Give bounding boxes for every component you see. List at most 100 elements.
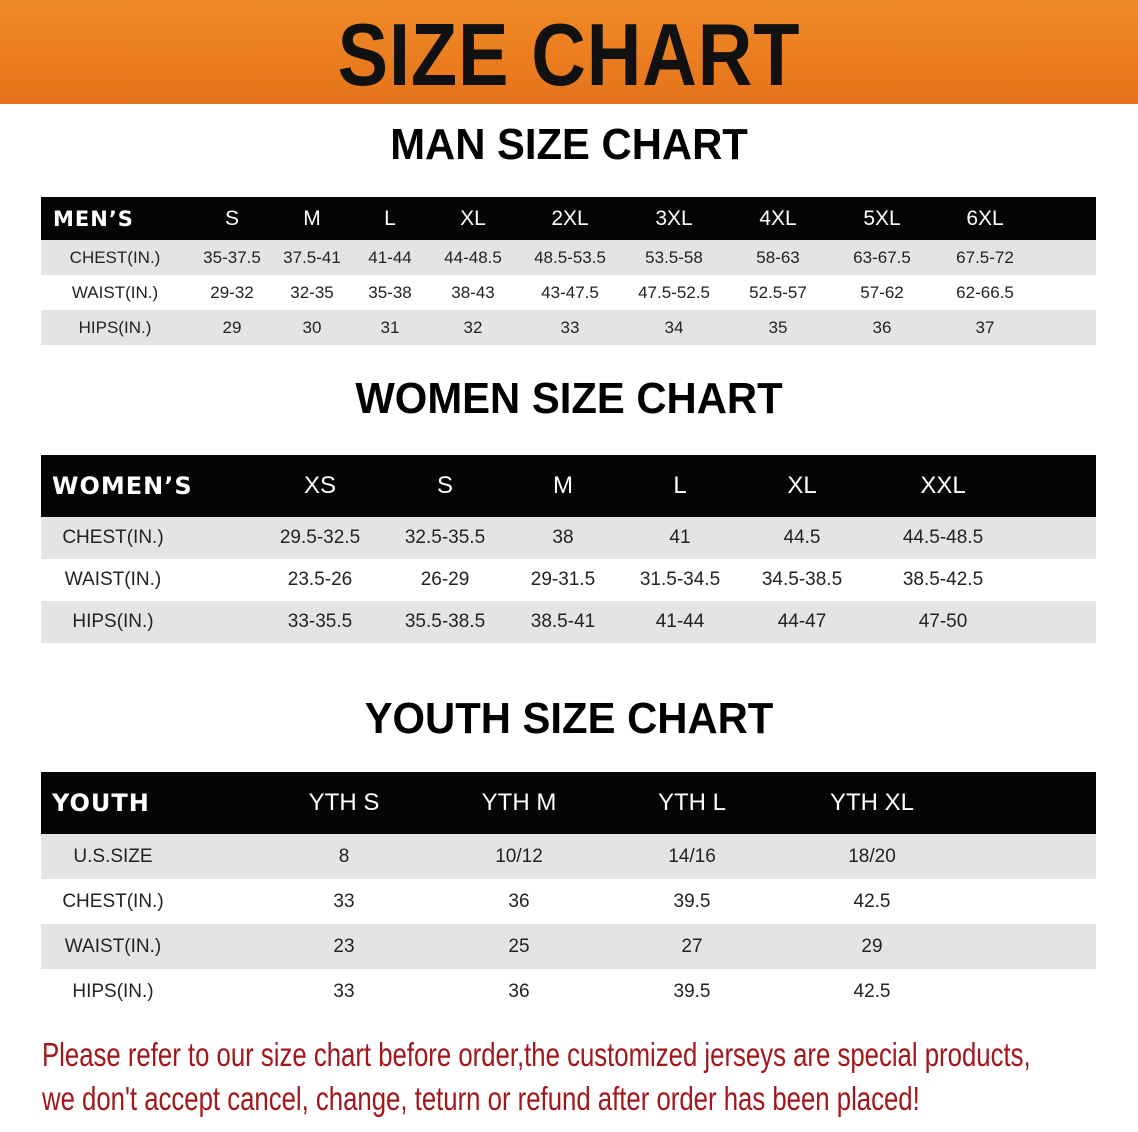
measurement-label: WAIST(IN.) (71, 282, 159, 302)
measurement-value: 29 (222, 317, 242, 337)
women-section-title: WOMEN SIZE CHART (355, 374, 783, 423)
measurement-value: 38-43 (451, 282, 495, 302)
measurement-value: 41-44 (655, 611, 705, 632)
measurement-value: 47.5-52.5 (638, 282, 710, 302)
measurement-value: 31 (380, 317, 400, 337)
measurement-value: 57-62 (860, 282, 904, 302)
size-column-header: XL (460, 206, 486, 230)
measurement-value: 37 (975, 317, 995, 337)
measurement-value: 62-66.5 (956, 282, 1014, 302)
measurement-value: 38.5-41 (530, 611, 596, 632)
measurement-value: 32.5-35.5 (404, 527, 486, 548)
size-column-header: 3XL (655, 206, 693, 230)
measurement-label: WAIST(IN.) (64, 569, 162, 590)
measurement-value: 35.5-38.5 (404, 611, 486, 632)
table-header-label: YOUTH (52, 789, 150, 817)
measurement-value: 52.5-57 (749, 282, 807, 302)
measurement-value: 34.5-38.5 (761, 569, 843, 590)
table-header-label: WOMEN’S (52, 472, 193, 500)
size-column-header: XS (303, 472, 337, 499)
table-row: U.S.SIZE 8 10/12 14/16 18/20 (41, 834, 1096, 879)
measurement-value: 67.5-72 (956, 247, 1014, 267)
measurement-value: 25 (508, 935, 530, 957)
women-size-table: WOMEN’S XS S M L XL XXL CHEST(IN.) 29.5-32.5 32.5… (41, 455, 1096, 643)
measurement-value: 14/16 (668, 845, 716, 867)
measurement-value: 29 (861, 935, 883, 957)
measurement-value: 8 (338, 845, 350, 867)
measurement-value: 33 (560, 317, 580, 337)
men-header-row: MEN’S S M L XL 2XL 3XL 4XL 5XL 6XL (41, 197, 1096, 240)
table-row: HIPS(IN.) 29 30 31 32 33 34 35 36 37 (41, 310, 1096, 345)
disclaimer-line-1: Please refer to our size chart before or… (42, 1036, 1031, 1073)
measurement-value: 27 (681, 935, 703, 957)
measurement-label: WAIST(IN.) (64, 935, 162, 957)
size-column-header: YTH S (308, 789, 380, 816)
measurement-value: 41-44 (368, 247, 412, 267)
table-row: WAIST(IN.) 29-32 32-35 35-38 38-43 43-47.5 47.… (41, 275, 1096, 310)
measurement-value: 48.5-53.5 (534, 247, 606, 267)
table-row: WAIST(IN.) 23 25 27 29 (41, 924, 1096, 969)
measurement-value: 38.5-42.5 (902, 569, 984, 590)
measurement-value: 29.5-32.5 (279, 527, 361, 548)
measurement-value: 36 (508, 890, 530, 912)
disclaimer-line-2: we don't accept cancel, change, teturn o… (42, 1080, 920, 1117)
measurement-value: 42.5 (853, 980, 891, 1002)
measurement-value: 23 (333, 935, 355, 957)
men-section-title: MAN SIZE CHART (390, 120, 748, 169)
size-column-header: XXL (920, 472, 966, 499)
youth-header-row: YOUTH YTH S YTH M YTH L YTH XL (41, 772, 1096, 834)
measurement-label: HIPS(IN.) (72, 980, 154, 1002)
table-row: CHEST(IN.) 35-37.5 37.5-41 41-44 44-48.5 48.5… (41, 240, 1096, 275)
measurement-value: 58-63 (756, 247, 800, 267)
measurement-value: 34 (664, 317, 684, 337)
measurement-value: 44.5-48.5 (902, 527, 984, 548)
measurement-value: 36 (508, 980, 530, 1002)
measurement-label: HIPS(IN.) (78, 317, 152, 337)
size-column-header: 2XL (551, 206, 589, 230)
measurement-value: 39.5 (673, 890, 711, 912)
measurement-label: CHEST(IN.) (62, 890, 164, 912)
measurement-value: 44.5 (783, 527, 821, 548)
measurement-value: 33 (333, 890, 355, 912)
size-column-header: M (553, 472, 573, 499)
table-row: HIPS(IN.) 33 36 39.5 42.5 (41, 969, 1096, 1014)
size-column-header: S (436, 472, 454, 499)
measurement-value: 39.5 (673, 980, 711, 1002)
measurement-value: 43-47.5 (541, 282, 599, 302)
measurement-value: 29-31.5 (530, 569, 596, 590)
measurement-value: 41 (669, 527, 691, 548)
measurement-value: 26-29 (420, 569, 470, 590)
size-column-header: XL (787, 472, 817, 499)
size-column-header: YTH XL (829, 789, 915, 816)
measurement-value: 23.5-26 (287, 569, 353, 590)
size-column-header: L (673, 472, 687, 499)
table-row: WAIST(IN.) 23.5-26 26-29 29-31.5 31.5-34.5 34… (41, 559, 1096, 601)
measurement-value: 33 (333, 980, 355, 1002)
measurement-label: CHEST(IN.) (62, 527, 164, 548)
men-size-table: MEN’S S M L XL 2XL 3XL 4XL 5XL 6XL CHEST(IN.) 35-37… (41, 197, 1096, 345)
size-column-header: 5XL (863, 206, 901, 230)
measurement-value: 63-67.5 (853, 247, 911, 267)
women-header-row: WOMEN’S XS S M L XL XXL (41, 455, 1096, 517)
measurement-value: 30 (302, 317, 322, 337)
size-column-header: 6XL (966, 206, 1004, 230)
measurement-value: 33-35.5 (287, 611, 353, 632)
measurement-value: 44-48.5 (444, 247, 502, 267)
table-row: HIPS(IN.) 33-35.5 35.5-38.5 38.5-41 41-44 44-… (41, 601, 1096, 643)
measurement-value: 31.5-34.5 (639, 569, 721, 590)
size-column-header: S (224, 206, 240, 230)
measurement-value: 18/20 (848, 845, 896, 867)
measurement-value: 32-35 (290, 282, 334, 302)
size-column-header: M (303, 206, 321, 230)
measurement-value: 35-37.5 (203, 247, 261, 267)
measurement-value: 35 (768, 317, 788, 337)
measurement-value: 38 (552, 527, 574, 548)
title-banner: SIZE CHART (0, 0, 1138, 104)
measurement-value: 36 (872, 317, 892, 337)
banner-title: SIZE CHART (337, 5, 801, 104)
table-header-label: MEN’S (53, 206, 134, 231)
measurement-label: CHEST(IN.) (69, 247, 161, 267)
measurement-value: 35-38 (368, 282, 412, 302)
measurement-value: 42.5 (853, 890, 891, 912)
table-row: CHEST(IN.) 29.5-32.5 32.5-35.5 38 41 44.5 44.5… (41, 517, 1096, 559)
